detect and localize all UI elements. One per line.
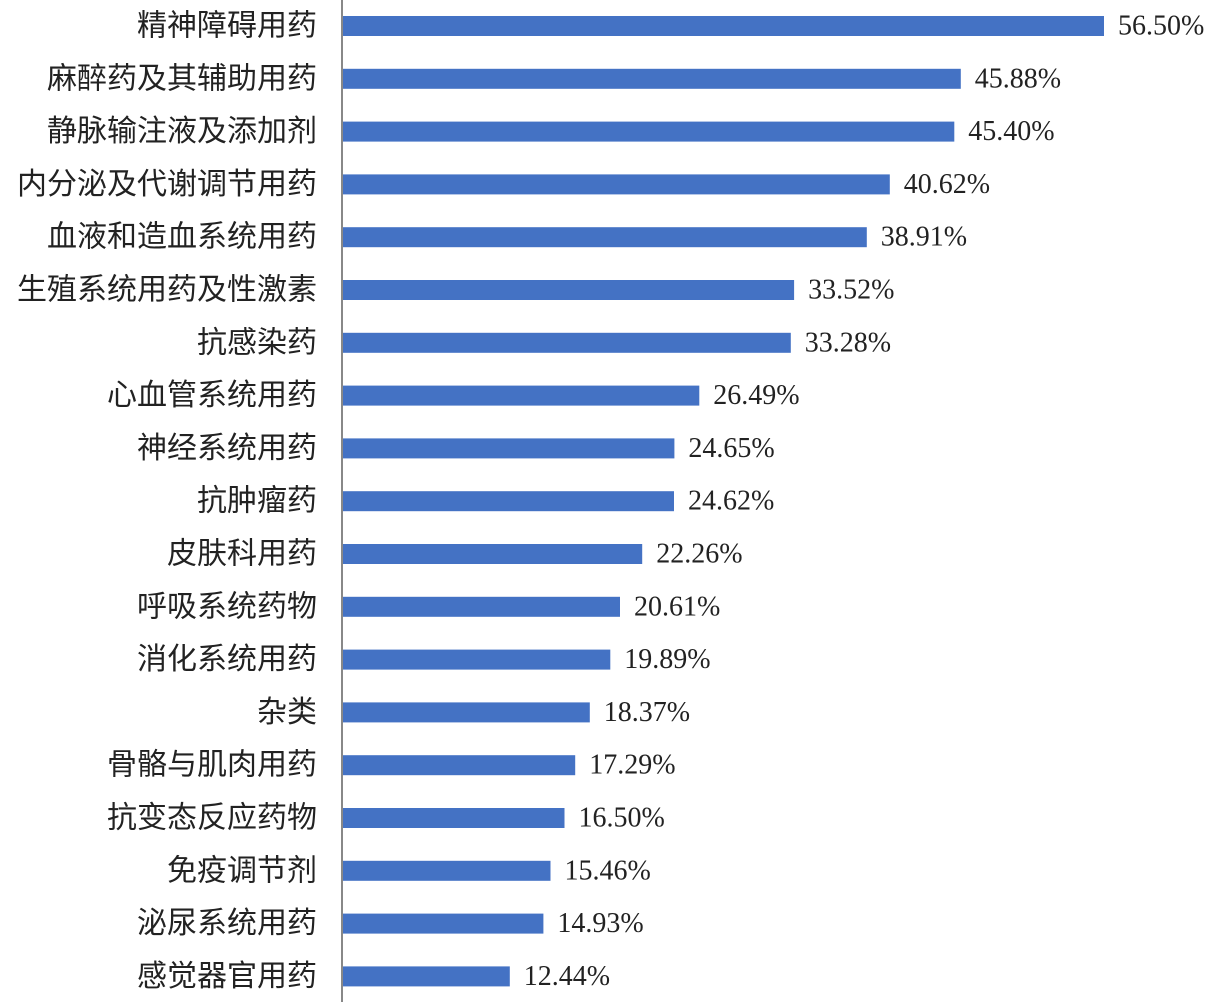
bars-layer <box>342 16 1104 987</box>
category-label: 麻醉药及其辅助用药 <box>47 61 317 96</box>
bar <box>342 68 961 89</box>
value-label: 56.50% <box>1118 11 1204 42</box>
value-label: 20.61% <box>634 591 720 622</box>
value-label: 14.93% <box>557 908 643 939</box>
category-label: 皮肤科用药 <box>167 537 317 572</box>
category-label: 感觉器官用药 <box>137 959 317 994</box>
bar <box>342 966 510 987</box>
category-label: 生殖系统用药及性激素 <box>17 273 317 308</box>
category-label: 抗变态反应药物 <box>107 801 317 836</box>
bar <box>342 121 955 142</box>
value-label: 40.62% <box>904 169 990 200</box>
bar <box>342 755 576 776</box>
category-label: 抗感染药 <box>197 325 317 360</box>
value-label: 16.50% <box>579 803 665 834</box>
category-label: 泌尿系统用药 <box>137 906 317 941</box>
category-label: 血液和造血系统用药 <box>47 220 317 255</box>
category-label: 杂类 <box>257 695 317 730</box>
category-label: 精神障碍用药 <box>137 9 317 44</box>
category-label: 神经系统用药 <box>137 431 317 466</box>
value-label: 33.52% <box>808 275 894 306</box>
value-label: 15.46% <box>565 855 651 886</box>
bar <box>342 860 551 881</box>
bar <box>342 280 795 300</box>
category-label: 抗肿瘤药 <box>197 484 317 519</box>
bar <box>342 544 643 564</box>
category-label: 呼吸系统药物 <box>137 589 317 624</box>
category-label: 内分泌及代谢调节用药 <box>17 167 317 202</box>
labels-layer: 精神障碍用药 56.50% 麻醉药及其辅助用药 45.88% 静脉输注液及添加剂 45.4… <box>17 9 1204 994</box>
value-label: 45.88% <box>975 63 1061 94</box>
bar <box>342 808 565 828</box>
bar <box>342 438 675 459</box>
bar <box>342 913 544 934</box>
value-label: 18.37% <box>604 697 690 728</box>
value-label: 19.89% <box>624 644 710 675</box>
bar <box>342 16 1104 36</box>
bar <box>342 596 620 617</box>
bar <box>342 649 611 670</box>
bar <box>342 227 867 248</box>
category-label: 骨骼与肌肉用药 <box>107 748 317 783</box>
category-label: 消化系统用药 <box>137 642 317 677</box>
value-label: 22.26% <box>656 539 742 570</box>
bar <box>342 491 674 512</box>
value-label: 17.29% <box>589 750 675 781</box>
value-label: 24.62% <box>688 486 774 517</box>
value-label: 24.65% <box>688 433 774 464</box>
value-label: 38.91% <box>881 222 967 253</box>
category-label: 心血管系统用药 <box>107 378 317 413</box>
category-label: 静脉输注液及添加剂 <box>47 114 317 149</box>
value-label: 26.49% <box>713 380 799 411</box>
category-label: 免疫调节剂 <box>167 853 317 888</box>
bar <box>342 385 700 406</box>
bar <box>342 332 791 353</box>
value-label: 33.28% <box>805 327 891 358</box>
bar <box>342 702 590 723</box>
bar <box>342 174 890 195</box>
value-label: 12.44% <box>524 961 610 992</box>
value-label: 45.40% <box>968 116 1054 147</box>
